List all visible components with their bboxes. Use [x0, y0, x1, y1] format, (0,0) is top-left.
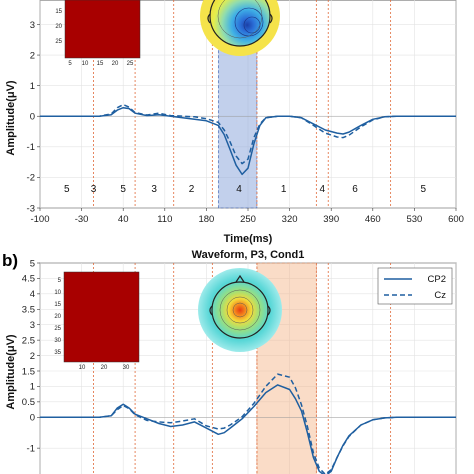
panel-b-y-ticks: -1 0 0.5 1 1.5 2 2.5 3 3.5 4 4.5 5: [22, 258, 40, 454]
x-tick-label: 250: [240, 214, 256, 225]
heatmap-x-tick: 10: [82, 61, 89, 67]
x-tick-label: 180: [198, 214, 214, 225]
cz-line: [40, 373, 456, 474]
x-tick-label: 460: [365, 214, 381, 225]
component-label: 4: [236, 184, 242, 195]
y-tick-label: 2: [30, 50, 35, 61]
heatmap-x-tick: 20: [112, 61, 119, 67]
heatmap-y-tick: 10: [54, 290, 61, 296]
panel-b-series: [40, 373, 456, 474]
heatmap-x-tick: 20: [101, 365, 108, 371]
y-tick-label: 1: [30, 382, 35, 393]
y-tick-label: 0: [30, 413, 35, 424]
x-tick-label: 110: [157, 214, 172, 225]
panel-b-inset-heatmap: [63, 271, 140, 363]
panel-b-heatmap-frame: [63, 271, 140, 363]
panel-b: b) Waveform, P3, Cond1 -1 0 0.5 1 1.5 2 2.5 3 3.…: [2, 249, 457, 474]
heatmap-x-tick: 30: [123, 365, 130, 371]
y-tick-label: 1: [30, 81, 35, 92]
panel-a-y-ticks: -3 -2 -1 0 1 2 3: [27, 20, 40, 214]
heatmap-y-tick: 25: [55, 39, 62, 45]
series-1-line: [40, 106, 456, 176]
y-tick-label: 0.5: [22, 397, 35, 408]
legend-box: [377, 267, 453, 305]
x-tick-label: 390: [323, 214, 339, 225]
heatmap-x-tick: 25: [127, 61, 134, 67]
panel-a-heatmap-frame: [64, 0, 141, 59]
panel-a-y-axis-label: Amplitude(μV): [5, 80, 17, 156]
y-tick-label: -1: [27, 142, 35, 153]
panel-b-y-axis-label: Amplitude(μV): [5, 334, 17, 410]
component-label: 3: [151, 184, 157, 195]
panel-a-component-boundaries: [93, 0, 392, 208]
component-label: 2: [189, 184, 195, 195]
component-label: 3: [91, 184, 97, 195]
heatmap-y-tick: 20: [55, 24, 62, 30]
heatmap-y-tick: 30: [54, 338, 61, 344]
y-tick-label: -3: [27, 203, 35, 214]
x-tick-label: 530: [406, 214, 422, 225]
x-tick-label: 320: [282, 214, 298, 225]
panel-a-x-axis-label: Time(ms): [224, 233, 273, 245]
x-tick-label: 40: [118, 214, 129, 225]
y-tick-label: 4: [30, 289, 35, 300]
heatmap-x-tick: 10: [79, 365, 86, 371]
legend-label-cz: Cz: [434, 290, 446, 301]
panel-b-legend: CP2 Cz: [377, 267, 453, 305]
y-tick-label: 4.5: [22, 274, 35, 285]
x-tick-label: -100: [30, 214, 49, 225]
heatmap-y-tick: 35: [54, 350, 61, 356]
panel-b-topomap: [198, 268, 282, 352]
component-label: 1: [281, 184, 287, 195]
legend-label-cp2: CP2: [428, 274, 446, 285]
heatmap-y-tick: 20: [54, 314, 61, 320]
y-tick-label: 3.5: [22, 305, 35, 316]
component-label: 5: [421, 184, 427, 195]
heatmap-x-tick: 15: [97, 61, 104, 67]
x-tick-label: 600: [448, 214, 464, 225]
y-tick-label: 2.5: [22, 335, 35, 346]
y-tick-label: 2: [30, 351, 35, 362]
heatmap-y-tick: 5: [58, 278, 62, 284]
panel-b-title: Waveform, P3, Cond1: [192, 249, 305, 261]
y-tick-label: -1: [27, 443, 35, 454]
panel-a-x-ticks: -100 -30 40 110 180 250 320 390 460 530 600: [30, 208, 464, 225]
y-tick-label: 0: [30, 112, 35, 123]
series-2-line: [40, 103, 456, 165]
y-tick-label: -2: [27, 173, 35, 184]
panel-a-inset-heatmap: [64, 0, 141, 59]
y-tick-label: 5: [30, 258, 35, 269]
heatmap-x-tick: 5: [68, 61, 72, 67]
y-tick-label: 3: [30, 20, 35, 31]
component-label: 5: [64, 184, 70, 195]
heatmap-y-tick: 25: [54, 326, 61, 332]
heatmap-y-tick: 15: [54, 302, 61, 308]
heatmap-y-tick: 15: [55, 9, 62, 15]
component-label: 4: [320, 184, 326, 195]
panel-b-label: b): [2, 251, 18, 270]
panel-a-series: [40, 103, 456, 176]
panel-b-heatmap-ticks: 10 20 30 5 10 15 20 25 30 35: [54, 278, 130, 371]
component-label: 5: [120, 184, 126, 195]
y-tick-label: 1.5: [22, 366, 35, 377]
y-tick-label: 3: [30, 320, 35, 331]
panel-a-topomap: [200, 0, 280, 56]
x-tick-label: -30: [75, 214, 89, 225]
panel-a-heatmap-cells: [65, 0, 140, 58]
panel-b-heatmap-cells: [64, 272, 139, 362]
component-label: 6: [352, 184, 358, 195]
panel-a-component-labels: 5 3 5 3 2 4 1 4 6 5: [64, 184, 427, 195]
panel-a-heatmap-ticks: 5 10 15 20 25 15 20 25: [55, 9, 134, 67]
